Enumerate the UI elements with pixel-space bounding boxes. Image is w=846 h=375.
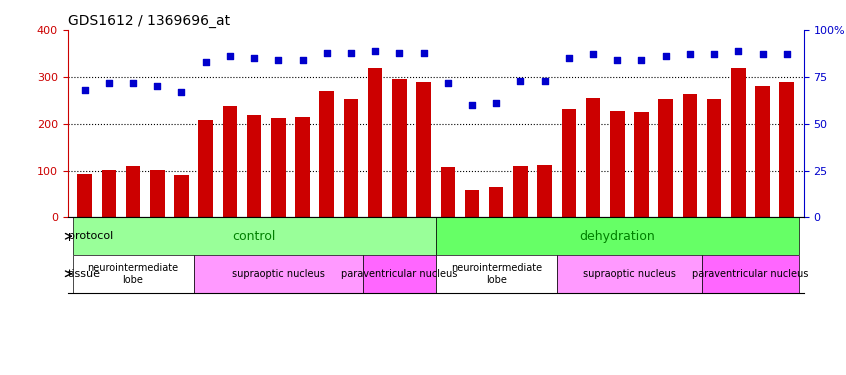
Bar — [779, 82, 794, 218]
Text: paraventricular nucleus: paraventricular nucleus — [692, 269, 809, 279]
Text: neurointermediate
lobe: neurointermediate lobe — [87, 263, 179, 285]
Text: neurointermediate
lobe: neurointermediate lobe — [451, 263, 541, 285]
Text: control: control — [233, 230, 276, 243]
Point — [659, 53, 673, 59]
Bar — [320, 91, 334, 218]
Bar — [585, 98, 601, 218]
Text: protocol: protocol — [69, 231, 113, 241]
Point — [634, 57, 648, 63]
Bar — [658, 99, 673, 218]
Bar — [416, 82, 431, 218]
Point — [586, 51, 600, 57]
Bar — [295, 117, 310, 218]
Text: GDS1612 / 1369696_at: GDS1612 / 1369696_at — [68, 13, 230, 28]
Point — [562, 55, 575, 61]
Bar — [683, 94, 697, 218]
Text: supraoptic nucleus: supraoptic nucleus — [583, 269, 676, 279]
Point — [126, 80, 140, 86]
Point — [247, 55, 261, 61]
FancyBboxPatch shape — [436, 255, 557, 292]
FancyBboxPatch shape — [363, 255, 436, 292]
Bar — [271, 118, 286, 218]
Bar — [343, 99, 358, 218]
Bar — [489, 187, 503, 218]
Text: tissue: tissue — [69, 269, 102, 279]
Bar — [247, 116, 261, 218]
Point — [417, 50, 431, 55]
Bar — [464, 190, 480, 217]
Bar — [537, 165, 552, 218]
Bar — [102, 170, 116, 217]
Point — [514, 78, 527, 84]
FancyBboxPatch shape — [557, 255, 702, 292]
Bar — [392, 79, 407, 218]
FancyBboxPatch shape — [436, 217, 799, 255]
Point — [755, 51, 769, 57]
Point — [78, 87, 91, 93]
Point — [102, 80, 116, 86]
Bar — [368, 68, 382, 218]
Point — [199, 59, 212, 65]
Point — [320, 50, 333, 55]
Point — [441, 80, 454, 86]
Point — [732, 48, 745, 54]
Point — [175, 89, 189, 95]
Bar — [150, 170, 164, 217]
Point — [611, 57, 624, 63]
Bar — [174, 175, 189, 217]
Point — [490, 100, 503, 106]
Point — [465, 102, 479, 108]
Text: dehydration: dehydration — [580, 230, 655, 243]
Bar — [707, 99, 722, 218]
FancyBboxPatch shape — [194, 255, 363, 292]
FancyBboxPatch shape — [73, 217, 436, 255]
Bar — [222, 106, 237, 218]
Point — [780, 51, 794, 57]
Text: paraventricular nucleus: paraventricular nucleus — [341, 269, 458, 279]
Bar — [126, 166, 140, 218]
Point — [151, 83, 164, 89]
Point — [272, 57, 285, 63]
Text: supraoptic nucleus: supraoptic nucleus — [232, 269, 325, 279]
Bar — [731, 68, 745, 218]
Bar — [77, 174, 92, 217]
Bar — [514, 166, 528, 218]
Bar — [634, 112, 649, 218]
Bar — [199, 120, 213, 218]
Point — [393, 50, 406, 55]
Bar — [562, 109, 576, 217]
Point — [223, 53, 237, 59]
Bar — [441, 167, 455, 217]
FancyBboxPatch shape — [73, 255, 194, 292]
Point — [683, 51, 696, 57]
FancyBboxPatch shape — [702, 255, 799, 292]
Bar — [610, 111, 624, 218]
Point — [344, 50, 358, 55]
Point — [368, 48, 382, 54]
Point — [707, 51, 721, 57]
Point — [296, 57, 310, 63]
Point — [538, 78, 552, 84]
Bar — [755, 86, 770, 218]
